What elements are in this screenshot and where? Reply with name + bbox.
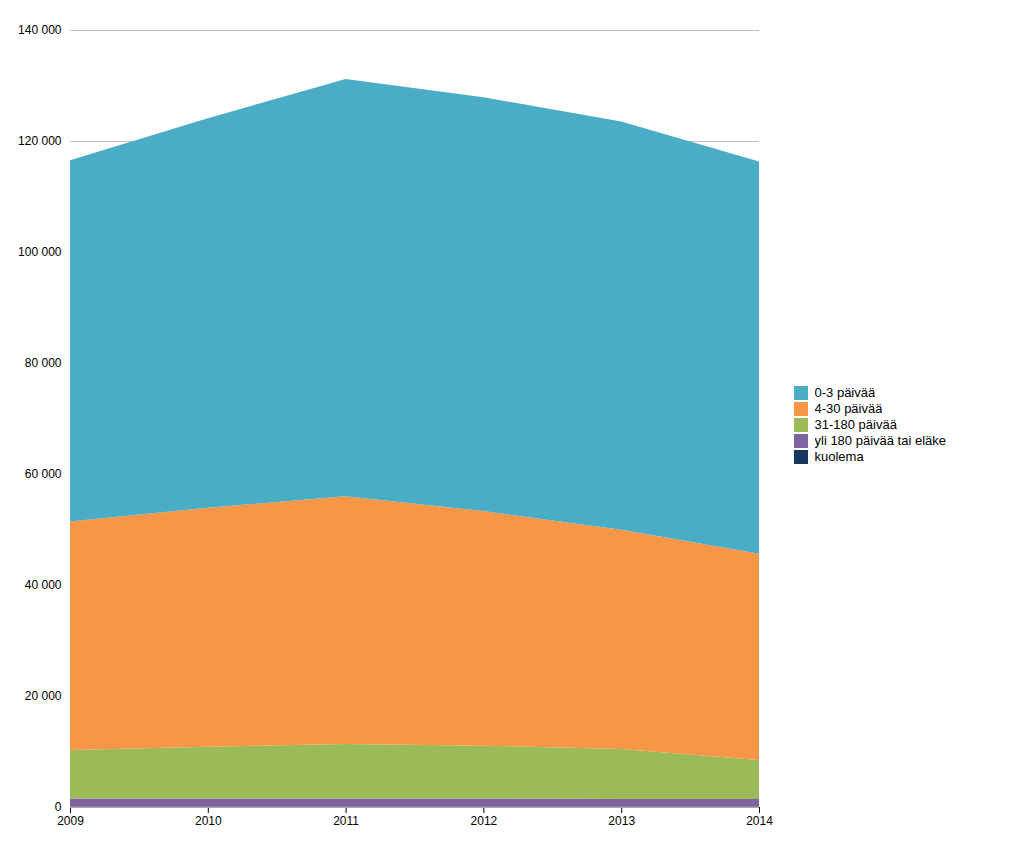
svg-text:2012: 2012 [471,814,498,828]
svg-text:100 000: 100 000 [18,245,62,259]
svg-text:2014: 2014 [746,814,773,828]
svg-text:120 000: 120 000 [18,134,62,148]
svg-text:0: 0 [55,800,62,814]
svg-text:40 000: 40 000 [25,578,62,592]
html-text:4-30 päivää: 4-30 päivää [814,401,883,417]
html-text:31-180 päivää: 31-180 päivää [814,417,897,433]
svg-text:140 000: 140 000 [18,23,62,37]
svg-text:20 000: 20 000 [25,689,62,703]
html-text:0-3 päivää: 0-3 päivää [814,385,876,401]
svg-text:2011: 2011 [333,814,359,828]
svg-text:2009: 2009 [57,814,84,828]
svg-text:2013: 2013 [608,814,635,828]
html-text:yli 180 päivää tai eläke: yli 180 päivää tai eläke [814,433,946,449]
svg-text:80 000: 80 000 [25,356,62,370]
svg-text:60 000: 60 000 [25,467,62,481]
svg-text:2010: 2010 [195,814,222,828]
html-text:kuolema: kuolema [814,449,864,465]
